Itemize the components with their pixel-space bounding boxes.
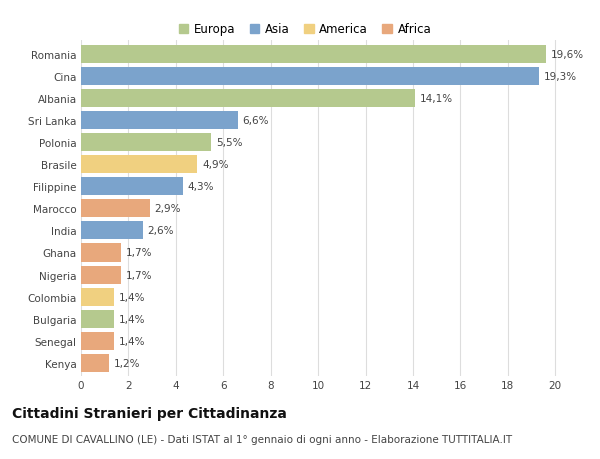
Text: Cittadini Stranieri per Cittadinanza: Cittadini Stranieri per Cittadinanza bbox=[12, 406, 287, 420]
Text: 1,2%: 1,2% bbox=[114, 358, 140, 368]
Bar bbox=[81, 244, 121, 262]
Text: COMUNE DI CAVALLINO (LE) - Dati ISTAT al 1° gennaio di ogni anno - Elaborazione : COMUNE DI CAVALLINO (LE) - Dati ISTAT al… bbox=[12, 434, 512, 444]
Text: 2,9%: 2,9% bbox=[155, 204, 181, 214]
Text: 2,6%: 2,6% bbox=[148, 226, 174, 236]
Text: 1,4%: 1,4% bbox=[119, 292, 145, 302]
Bar bbox=[81, 90, 415, 108]
Bar bbox=[81, 200, 150, 218]
Bar bbox=[81, 222, 143, 240]
Bar bbox=[81, 332, 114, 350]
Text: 19,3%: 19,3% bbox=[544, 72, 577, 82]
Bar bbox=[81, 288, 114, 306]
Text: 6,6%: 6,6% bbox=[242, 116, 269, 126]
Bar bbox=[81, 156, 197, 174]
Text: 19,6%: 19,6% bbox=[551, 50, 584, 60]
Text: 14,1%: 14,1% bbox=[420, 94, 453, 104]
Bar bbox=[81, 112, 238, 130]
Bar bbox=[81, 354, 109, 372]
Bar bbox=[81, 266, 121, 284]
Bar bbox=[81, 310, 114, 328]
Bar bbox=[81, 45, 546, 64]
Text: 1,4%: 1,4% bbox=[119, 336, 145, 346]
Text: 4,3%: 4,3% bbox=[188, 182, 214, 192]
Text: 1,7%: 1,7% bbox=[126, 270, 152, 280]
Bar bbox=[81, 178, 183, 196]
Text: 4,9%: 4,9% bbox=[202, 160, 229, 170]
Text: 1,7%: 1,7% bbox=[126, 248, 152, 258]
Text: 5,5%: 5,5% bbox=[216, 138, 242, 148]
Bar bbox=[81, 67, 539, 86]
Legend: Europa, Asia, America, Africa: Europa, Asia, America, Africa bbox=[174, 19, 436, 41]
Text: 1,4%: 1,4% bbox=[119, 314, 145, 324]
Bar bbox=[81, 134, 211, 152]
